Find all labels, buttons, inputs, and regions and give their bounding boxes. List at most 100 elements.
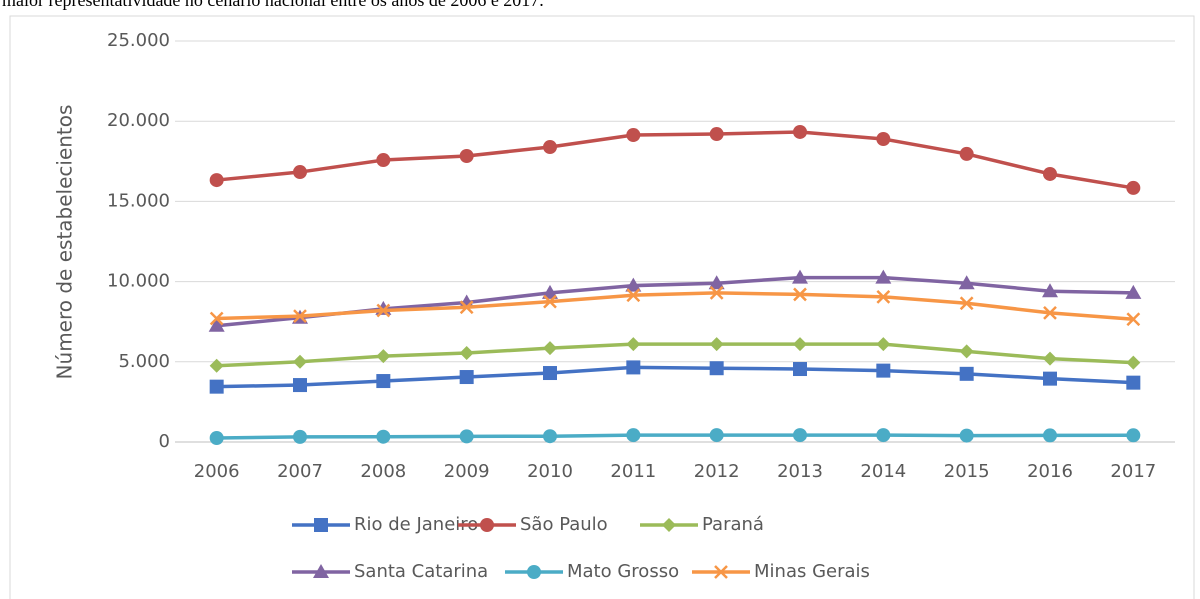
y-tick-label: 25.000 [107, 30, 170, 51]
legend-label: Mato Grosso [567, 561, 679, 582]
point-marker [293, 378, 307, 393]
point-marker [208, 317, 225, 332]
legend-marker [714, 565, 728, 579]
point-marker [626, 288, 641, 303]
legend-label: São Paulo [520, 514, 608, 535]
point-marker [1126, 428, 1141, 443]
legend-marker [527, 565, 541, 579]
point-marker [1126, 180, 1141, 195]
point-marker [709, 428, 724, 443]
x-tick-label: 2016 [1027, 461, 1073, 482]
point-marker [793, 337, 807, 352]
point-marker [209, 379, 224, 394]
point-marker [1042, 283, 1058, 298]
point-marker [959, 344, 974, 359]
point-marker [543, 366, 557, 381]
point-marker [1126, 375, 1141, 390]
x-tick-label: 2008 [360, 461, 406, 482]
point-marker [876, 337, 891, 352]
point-marker [293, 354, 307, 369]
point-marker [1043, 428, 1057, 443]
point-marker [1126, 355, 1141, 370]
x-tick-label: 2012 [694, 461, 740, 482]
point-marker [709, 285, 724, 300]
x-tick-label: 2010 [527, 461, 573, 482]
point-marker [1043, 166, 1057, 181]
point-marker [543, 341, 557, 356]
point-marker [376, 153, 391, 168]
point-marker [293, 165, 307, 180]
point-marker [542, 284, 558, 299]
point-marker [459, 300, 474, 315]
point-marker [293, 429, 307, 444]
point-marker [293, 309, 307, 323]
point-marker [1043, 371, 1057, 386]
point-marker [876, 363, 891, 378]
point-marker [959, 428, 974, 443]
y-tick-label: 0 [159, 431, 170, 452]
series-line [216, 342, 1134, 368]
series-line [216, 291, 1134, 322]
legend-label: Santa Catarina [354, 561, 488, 582]
point-marker [959, 296, 974, 311]
legend-marker [480, 518, 494, 532]
x-tick-label: 2006 [194, 461, 240, 482]
point-marker [793, 362, 807, 377]
y-tick-label: 5.000 [118, 351, 170, 372]
y-tick-label: 15.000 [107, 190, 170, 211]
point-marker [626, 337, 641, 352]
x-tick-label: 2017 [1110, 461, 1156, 482]
legend-label: Paraná [702, 514, 764, 535]
point-marker [626, 360, 641, 375]
point-marker [209, 311, 224, 326]
point-marker [876, 289, 891, 304]
point-marker [543, 429, 557, 444]
legend-marker [314, 518, 328, 532]
x-tick-label: 2013 [777, 461, 823, 482]
point-marker [1126, 312, 1141, 327]
point-marker [543, 140, 557, 155]
legend-label: Minas Gerais [754, 561, 870, 582]
point-marker [459, 345, 474, 360]
point-marker [626, 428, 641, 443]
point-marker [376, 303, 391, 318]
point-marker [209, 430, 224, 445]
x-tick-label: 2009 [444, 461, 490, 482]
x-tick-label: 2014 [860, 461, 906, 482]
point-marker [876, 132, 891, 147]
series-line [216, 130, 1134, 190]
point-marker [792, 269, 808, 284]
point-marker [459, 429, 474, 444]
point-marker [793, 287, 807, 302]
point-marker [959, 366, 974, 381]
series-line [216, 365, 1134, 389]
series-line [216, 275, 1134, 328]
point-marker [1043, 305, 1057, 320]
point-marker [875, 269, 892, 284]
point-marker [543, 294, 557, 309]
point-marker [959, 146, 974, 161]
legend-label: Rio de Janeiro [354, 514, 478, 535]
legend-marker [662, 518, 676, 532]
y-axis-label: Número de estabelecientos [53, 105, 77, 380]
point-marker [876, 428, 891, 443]
point-marker [376, 349, 391, 364]
caption: maior representatividade no cenário naci… [2, 0, 544, 10]
point-marker [709, 361, 724, 376]
point-marker [1043, 351, 1057, 366]
point-marker [209, 173, 224, 188]
point-marker [626, 127, 641, 142]
x-tick-label: 2007 [277, 461, 323, 482]
point-marker [958, 275, 975, 290]
series-line [216, 433, 1134, 440]
x-tick-label: 2011 [610, 461, 656, 482]
point-marker [459, 149, 474, 164]
y-tick-label: 20.000 [107, 110, 170, 131]
x-tick-label: 2015 [944, 461, 990, 482]
chart-border [9, 15, 1195, 599]
point-marker [793, 124, 807, 139]
point-marker [709, 337, 724, 352]
point-marker [209, 358, 224, 373]
